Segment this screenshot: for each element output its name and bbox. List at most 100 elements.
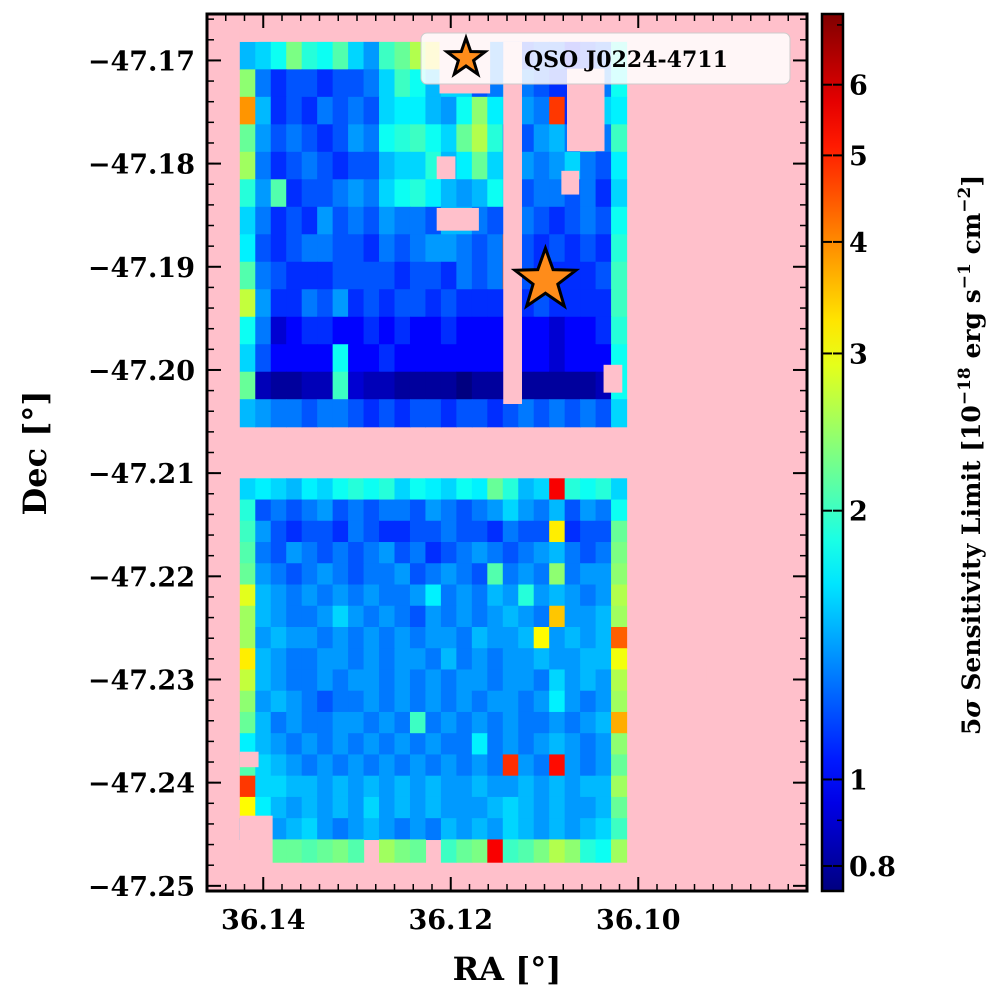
heatmap-cell bbox=[611, 179, 628, 208]
heatmap-cell bbox=[487, 626, 504, 649]
heatmap-cell bbox=[580, 690, 597, 713]
heatmap-cell bbox=[332, 289, 349, 318]
heatmap-cell bbox=[471, 261, 488, 290]
heatmap-cell bbox=[317, 316, 334, 345]
heatmap-cell bbox=[379, 584, 396, 607]
masked-small-hole-4 bbox=[603, 364, 623, 393]
heatmap-cell bbox=[363, 206, 380, 235]
heatmap-cell bbox=[379, 605, 396, 628]
heatmap-cell bbox=[580, 520, 597, 543]
heatmap-cell bbox=[502, 520, 519, 543]
heatmap-cell bbox=[379, 711, 396, 734]
heatmap-cell bbox=[471, 316, 488, 345]
heatmap-cell bbox=[549, 733, 566, 756]
heatmap-cell bbox=[487, 690, 504, 713]
heatmap-cell bbox=[549, 234, 566, 263]
heatmap-cell bbox=[487, 796, 504, 819]
heatmap-cell bbox=[332, 234, 349, 263]
heatmap-cell bbox=[595, 399, 612, 428]
heatmap-cell bbox=[317, 626, 334, 649]
heatmap-cell bbox=[595, 733, 612, 756]
heatmap-cell bbox=[409, 690, 427, 713]
heatmap-cell bbox=[301, 96, 318, 125]
heatmap-cell bbox=[471, 626, 488, 649]
colorbar-fill bbox=[822, 14, 843, 891]
heatmap-cell bbox=[425, 648, 442, 671]
heatmap-cell bbox=[580, 626, 597, 649]
heatmap-cell bbox=[239, 41, 256, 70]
masked-small-hole-2 bbox=[436, 207, 479, 231]
heatmap-cell bbox=[518, 775, 535, 798]
heatmap-cell bbox=[487, 399, 504, 428]
heatmap-cell bbox=[363, 399, 380, 428]
heatmap-cell bbox=[471, 711, 488, 734]
heatmap-cell bbox=[286, 399, 303, 428]
heatmap-cell bbox=[317, 206, 334, 235]
heatmap-cell bbox=[456, 316, 473, 345]
heatmap-cell bbox=[301, 711, 318, 734]
heatmap-cell bbox=[301, 669, 318, 692]
heatmap-cell bbox=[301, 818, 318, 841]
heatmap-cell bbox=[332, 584, 349, 607]
heatmap-cell bbox=[518, 179, 535, 208]
heatmap-cell bbox=[363, 775, 380, 798]
heatmap-cell bbox=[580, 179, 597, 208]
heatmap-cell bbox=[332, 520, 349, 543]
heatmap-cell bbox=[564, 669, 581, 692]
heatmap-cell bbox=[255, 796, 272, 819]
heatmap-cell bbox=[487, 151, 504, 180]
heatmap-cell bbox=[502, 399, 519, 428]
heatmap-cell bbox=[379, 399, 396, 428]
heatmap-cell bbox=[286, 520, 303, 543]
heatmap-cell bbox=[487, 124, 504, 153]
heatmap-cell bbox=[487, 289, 504, 318]
heatmap-cell bbox=[611, 542, 628, 564]
heatmap-cell bbox=[409, 124, 427, 153]
heatmap-cell bbox=[301, 520, 318, 543]
heatmap-cell bbox=[595, 520, 612, 543]
heatmap-cell bbox=[533, 690, 550, 713]
heatmap-cell bbox=[363, 733, 380, 756]
heatmap-cell bbox=[471, 478, 488, 501]
heatmap-cell bbox=[549, 206, 566, 235]
heatmap-cell bbox=[301, 542, 318, 564]
heatmap-cell bbox=[533, 399, 550, 428]
heatmap-cell bbox=[425, 499, 442, 522]
heatmap-cell bbox=[440, 344, 457, 373]
heatmap-cell bbox=[518, 733, 535, 756]
heatmap-cell bbox=[239, 733, 256, 756]
heatmap-cell bbox=[348, 520, 365, 543]
heatmap-cell bbox=[270, 499, 287, 522]
heatmap-cell bbox=[332, 605, 349, 628]
heatmap-cell bbox=[286, 584, 303, 607]
heatmap-cell bbox=[301, 648, 318, 671]
heatmap-cell bbox=[595, 818, 612, 841]
y-tick-label: −47.25 bbox=[88, 872, 195, 903]
heatmap-cell bbox=[317, 563, 334, 586]
heatmap-cell bbox=[518, 563, 535, 586]
x-tick-label: 36.10 bbox=[596, 905, 681, 936]
heatmap-cell bbox=[348, 542, 365, 564]
heatmap-cell bbox=[379, 478, 396, 501]
heatmap-cell bbox=[456, 626, 473, 649]
heatmap-cell bbox=[440, 542, 457, 564]
heatmap-cell bbox=[611, 151, 628, 180]
heatmap-cell bbox=[533, 499, 550, 522]
heatmap-cell bbox=[533, 648, 550, 671]
heatmap-cell bbox=[487, 261, 504, 290]
heatmap-cell bbox=[487, 520, 504, 543]
heatmap-cell bbox=[502, 563, 519, 586]
heatmap-cell bbox=[471, 648, 488, 671]
heatmap-cell bbox=[379, 520, 396, 543]
heatmap-cell bbox=[255, 711, 272, 734]
heatmap-cell bbox=[564, 563, 581, 586]
heatmap-cell bbox=[518, 584, 535, 607]
heatmap-cell bbox=[580, 151, 597, 180]
heatmap-cell bbox=[533, 626, 550, 649]
colorbar-frame bbox=[820, 12, 845, 893]
heatmap-cell bbox=[611, 711, 628, 734]
heatmap-cell bbox=[270, 399, 287, 428]
heatmap-cell bbox=[363, 316, 380, 345]
heatmap-cell bbox=[409, 261, 427, 290]
